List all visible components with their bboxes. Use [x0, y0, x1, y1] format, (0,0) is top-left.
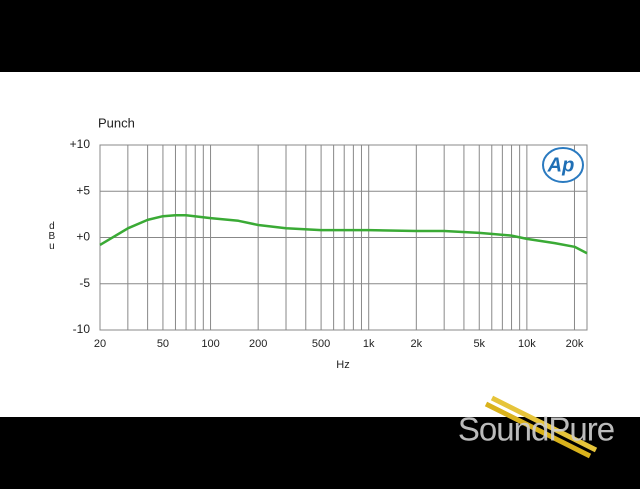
- plot: -10 -5 +0 +5 +10 20 50 100 200 500 1k 2k 5k 10k 20k: [70, 137, 588, 350]
- response-curve: [99, 214, 588, 255]
- y-tick-label: -5: [79, 276, 90, 290]
- y-axis-label: dBu: [46, 221, 57, 251]
- x-tick-label: 5k: [473, 338, 485, 350]
- x-tick-label: 20k: [566, 338, 584, 350]
- x-tick-label: 10k: [518, 338, 536, 350]
- x-tick-label: 200: [249, 338, 267, 350]
- fork-prong: [484, 401, 592, 459]
- x-tick-label: 50: [157, 338, 169, 350]
- y-tick-label: +0: [76, 230, 90, 244]
- y-tick-label: +10: [70, 137, 91, 151]
- x-axis-label: Hz: [336, 359, 349, 371]
- y-tick-label: -10: [73, 322, 91, 336]
- x-tick-label: 20: [94, 338, 106, 350]
- logo: Ap: [547, 154, 575, 176]
- fork-prong: [490, 395, 598, 453]
- x-tick-label: 100: [201, 338, 219, 350]
- x-tick-label: 500: [312, 338, 330, 350]
- y-tick-label: +5: [76, 183, 90, 197]
- chart-title: Punch: [98, 115, 135, 130]
- logo-ring: [542, 147, 584, 183]
- x-tick-label: 1k: [363, 338, 375, 350]
- watermark: SoundPure: [458, 411, 614, 448]
- x-tick-label: 2k: [411, 338, 423, 350]
- chart-panel: [0, 72, 640, 417]
